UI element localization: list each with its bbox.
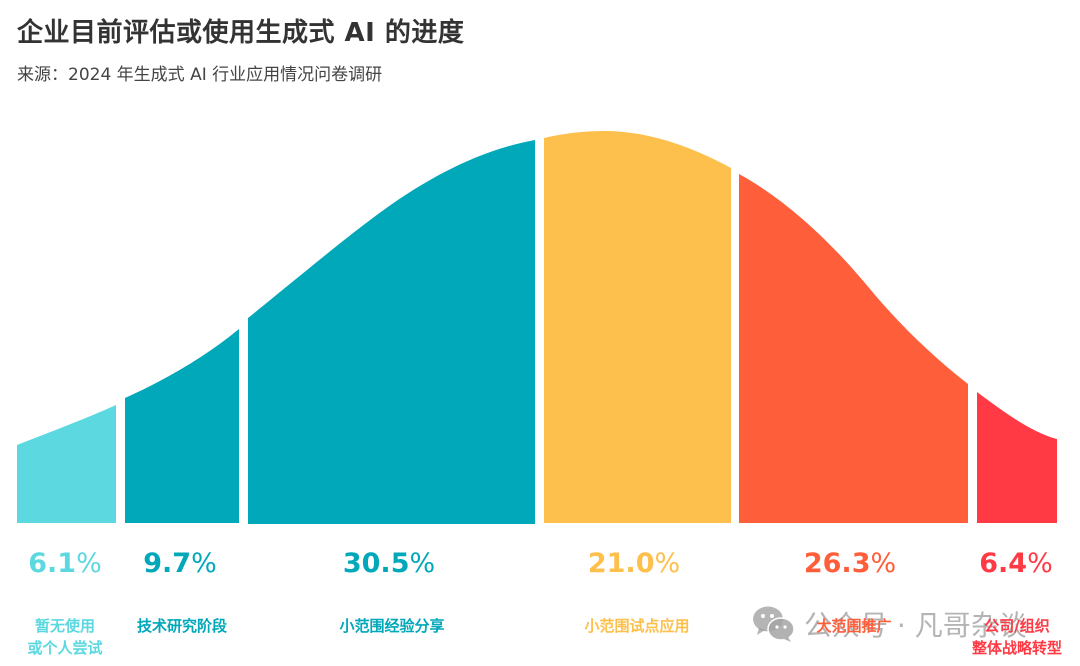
segment-2-label: 技术研究阶段: [136, 617, 228, 635]
segment-4-label: 小范围试点应用: [584, 617, 690, 635]
segment-4-value: 21.0%: [587, 548, 681, 579]
segment-5-value: 26.3%: [803, 548, 897, 579]
segment-3-value: 30.5%: [342, 548, 436, 579]
chart-title: 企业目前评估或使用生成式 AI 的进度: [17, 18, 465, 48]
segment-5-label: 大范围推广: [816, 617, 892, 635]
wechat-icon: [752, 604, 796, 644]
segment-1-value: 6.1%: [28, 548, 102, 579]
segment-2-value: 9.7%: [143, 548, 217, 579]
segment-4-area: [544, 131, 731, 523]
segment-3-label: 小范围经验分享: [339, 617, 445, 635]
segment-2-area: [125, 329, 239, 523]
bell-curve-chart: [17, 131, 1057, 524]
segment-6-value: 6.4%: [979, 548, 1053, 579]
segment-1-area: [17, 405, 116, 523]
chart-subtitle: 来源：2024 年生成式 AI 行业应用情况问卷调研: [17, 65, 383, 85]
segment-6-area: [977, 392, 1057, 523]
segment-5-area: [739, 174, 968, 523]
segment-6-label: 公司/组织 整体战略转型: [971, 617, 1063, 657]
segment-1-label: 暂无使用 或个人尝试: [27, 617, 103, 657]
segment-3-area: [248, 140, 535, 524]
